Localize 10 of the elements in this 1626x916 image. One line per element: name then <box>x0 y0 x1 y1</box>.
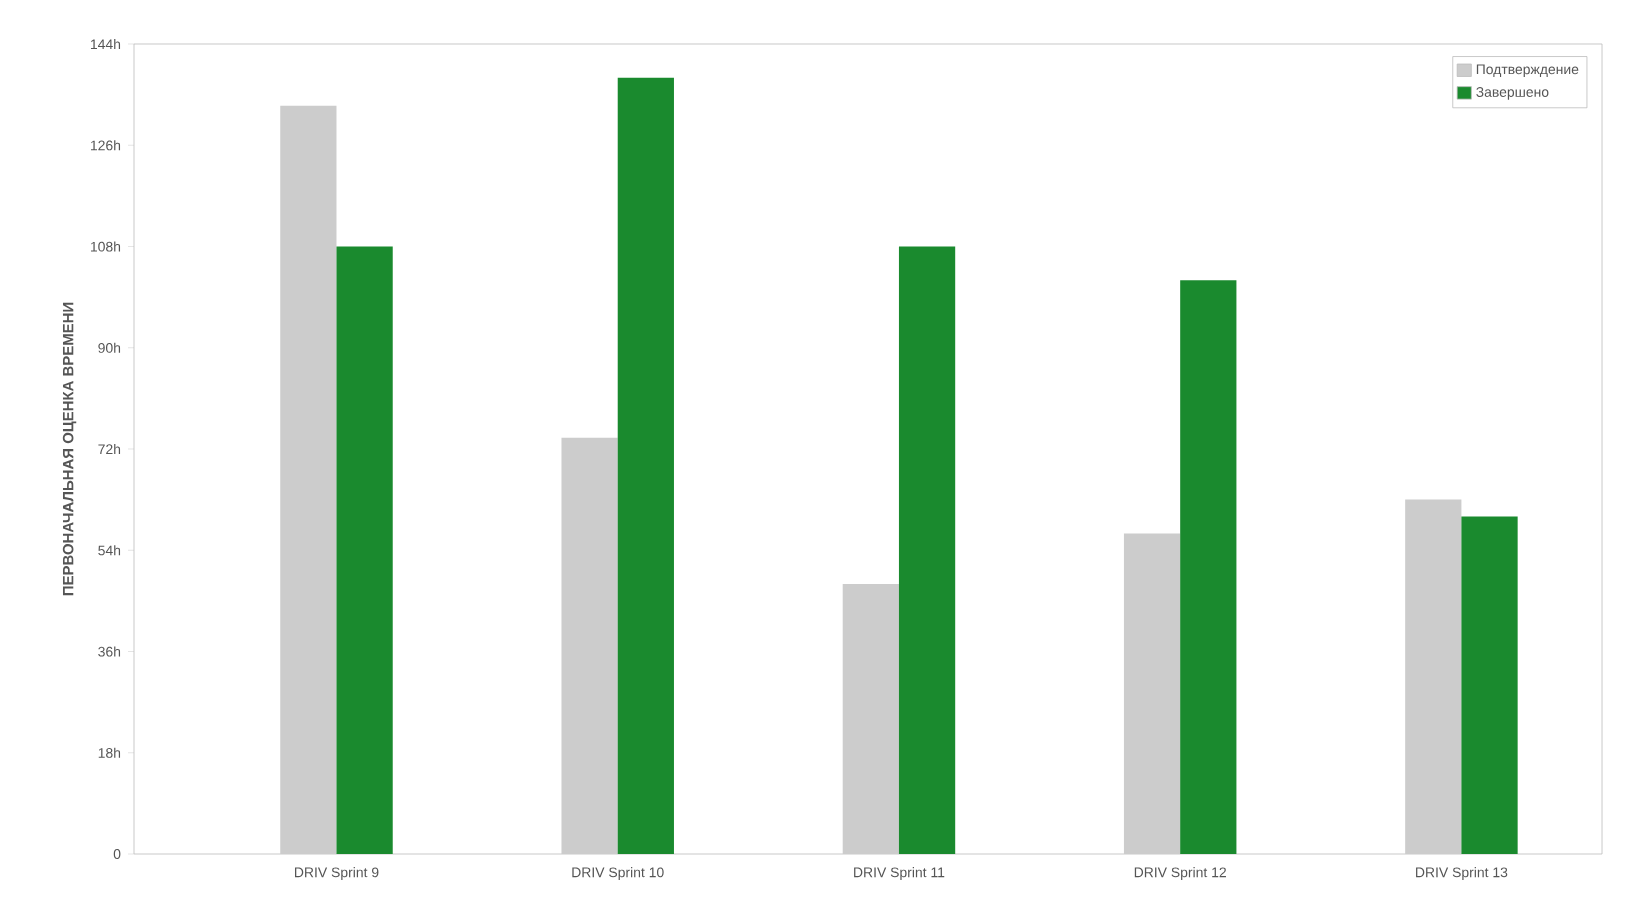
bar <box>617 77 674 854</box>
bar <box>1405 499 1462 854</box>
bar <box>842 584 899 854</box>
bar <box>280 105 337 854</box>
bar <box>1180 280 1237 854</box>
bar <box>1461 516 1518 854</box>
bar <box>1123 533 1181 854</box>
bar <box>336 246 393 854</box>
bar <box>898 246 956 854</box>
bar <box>561 437 618 854</box>
